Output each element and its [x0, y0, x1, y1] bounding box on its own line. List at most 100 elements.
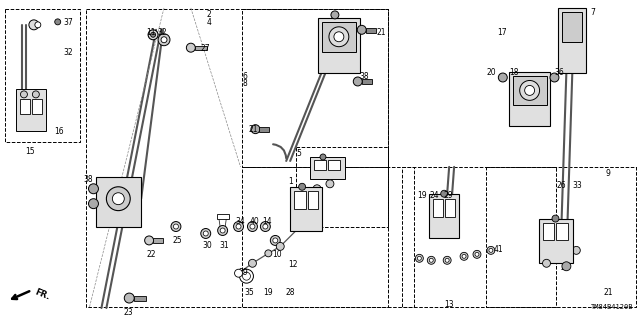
Bar — [328, 160, 340, 170]
Circle shape — [562, 262, 571, 271]
Text: 35: 35 — [244, 288, 254, 297]
Circle shape — [276, 242, 284, 250]
Text: 38: 38 — [84, 175, 93, 184]
Text: 23: 23 — [124, 308, 133, 317]
Circle shape — [236, 224, 241, 229]
Text: 37: 37 — [63, 18, 74, 27]
Circle shape — [487, 246, 495, 254]
Text: 17: 17 — [497, 28, 506, 37]
Bar — [556, 223, 568, 241]
Circle shape — [475, 252, 479, 256]
Bar — [539, 219, 573, 263]
Text: TM84B4120B: TM84B4120B — [591, 304, 633, 310]
Circle shape — [550, 73, 559, 82]
Circle shape — [357, 25, 366, 34]
Bar — [97, 177, 141, 226]
Circle shape — [353, 77, 362, 86]
Text: 32: 32 — [157, 28, 166, 37]
Text: 24: 24 — [429, 191, 439, 200]
Circle shape — [33, 91, 39, 98]
Text: 19: 19 — [264, 288, 273, 297]
Circle shape — [220, 228, 225, 233]
Text: 21: 21 — [603, 288, 612, 297]
Circle shape — [429, 258, 433, 262]
Text: 8: 8 — [243, 79, 247, 88]
Text: 1: 1 — [288, 177, 293, 186]
Circle shape — [334, 32, 344, 42]
Bar — [509, 71, 550, 126]
Bar — [314, 160, 326, 170]
Circle shape — [552, 215, 559, 222]
Circle shape — [55, 19, 61, 25]
Bar — [153, 238, 163, 243]
Circle shape — [148, 30, 158, 40]
Circle shape — [428, 256, 435, 264]
Circle shape — [158, 34, 170, 46]
Circle shape — [299, 183, 305, 190]
Bar — [322, 22, 356, 52]
Circle shape — [186, 43, 195, 52]
Circle shape — [161, 37, 167, 43]
Circle shape — [445, 258, 449, 262]
Bar — [290, 187, 322, 232]
Text: 14: 14 — [262, 217, 272, 226]
Circle shape — [173, 224, 179, 229]
Bar — [195, 46, 207, 50]
Circle shape — [248, 222, 257, 232]
Bar — [563, 12, 582, 42]
Text: 7: 7 — [590, 8, 595, 17]
Circle shape — [234, 222, 243, 232]
Text: 41: 41 — [494, 245, 504, 254]
Circle shape — [204, 231, 208, 236]
Text: 33: 33 — [572, 181, 582, 190]
Circle shape — [525, 85, 534, 95]
Circle shape — [251, 125, 260, 134]
Text: 30: 30 — [203, 241, 212, 250]
Text: 20: 20 — [487, 68, 497, 77]
Circle shape — [270, 235, 280, 245]
Text: 34: 34 — [236, 217, 245, 226]
Circle shape — [265, 250, 272, 257]
Bar — [310, 157, 345, 179]
Circle shape — [543, 259, 550, 267]
Text: 13: 13 — [444, 300, 454, 309]
Text: 36: 36 — [554, 68, 564, 77]
Text: 2: 2 — [206, 10, 211, 19]
Circle shape — [417, 256, 421, 260]
Text: 19: 19 — [417, 191, 427, 200]
Bar — [20, 99, 30, 114]
Text: 27: 27 — [201, 44, 211, 53]
Bar — [259, 127, 269, 132]
Circle shape — [20, 91, 28, 98]
Text: 15: 15 — [25, 147, 35, 156]
Bar — [362, 79, 372, 85]
Circle shape — [263, 224, 268, 229]
Circle shape — [248, 259, 257, 267]
Circle shape — [88, 199, 99, 209]
Circle shape — [520, 80, 540, 100]
Text: 32: 32 — [63, 48, 74, 57]
Text: 26: 26 — [556, 181, 566, 190]
Text: 28: 28 — [285, 288, 295, 297]
Text: 40: 40 — [250, 217, 259, 226]
Text: 5: 5 — [296, 149, 301, 158]
Circle shape — [201, 228, 211, 238]
Text: 10: 10 — [272, 250, 282, 259]
Text: 29: 29 — [443, 191, 453, 200]
Circle shape — [499, 73, 508, 82]
Circle shape — [329, 27, 349, 47]
Circle shape — [145, 236, 154, 245]
Circle shape — [250, 224, 255, 229]
Circle shape — [113, 193, 124, 205]
Bar — [429, 194, 459, 238]
Bar — [365, 28, 376, 33]
Text: 31: 31 — [220, 241, 229, 250]
Text: 6: 6 — [243, 71, 248, 80]
Bar — [16, 89, 46, 131]
Text: 18: 18 — [509, 68, 518, 77]
Bar — [433, 199, 443, 217]
Text: 21: 21 — [248, 125, 258, 134]
Circle shape — [273, 238, 278, 243]
Text: 39: 39 — [239, 268, 248, 277]
Bar — [217, 214, 228, 219]
